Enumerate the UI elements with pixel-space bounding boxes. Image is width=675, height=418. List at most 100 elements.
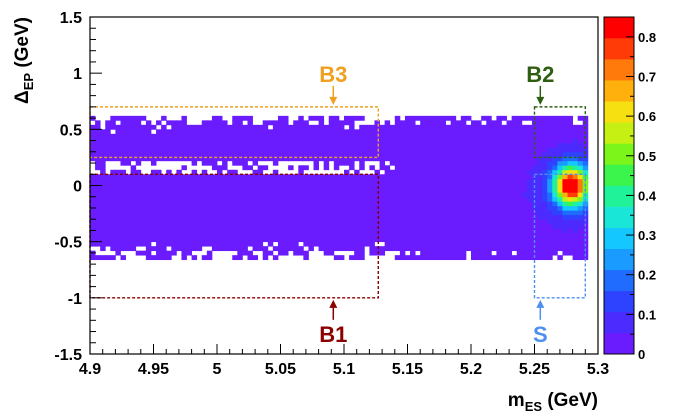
heatmap-cell xyxy=(135,201,142,207)
heatmap-cell xyxy=(211,237,218,243)
heatmap-cell xyxy=(389,237,396,243)
heatmap-cell xyxy=(186,192,192,198)
heatmap-cell xyxy=(526,214,533,220)
heatmap-cell xyxy=(460,250,467,256)
heatmap-cell xyxy=(465,138,472,144)
heatmap-cell xyxy=(115,228,121,234)
heatmap-cell xyxy=(420,196,426,202)
heatmap-cell xyxy=(364,151,370,157)
heatmap-cell xyxy=(547,178,553,184)
heatmap-cell xyxy=(247,174,253,180)
heatmap-cell xyxy=(150,196,157,202)
heatmap-cell xyxy=(476,183,482,189)
heatmap-cell xyxy=(430,250,436,256)
heatmap-cell xyxy=(344,237,350,243)
heatmap-cell xyxy=(140,115,147,121)
heatmap-cell xyxy=(394,151,401,157)
heatmap-cell xyxy=(333,223,340,229)
y-axis-title: ΔEP (GeV) xyxy=(12,17,36,104)
heatmap-cell xyxy=(394,174,401,180)
heatmap-cell xyxy=(455,183,462,189)
heatmap-cell xyxy=(150,223,157,229)
heatmap-cell xyxy=(496,237,502,243)
heatmap-cell xyxy=(445,205,452,211)
heatmap-cell xyxy=(359,228,365,234)
heatmap-cell xyxy=(105,214,111,220)
heatmap-cell xyxy=(100,156,106,162)
heatmap-cell xyxy=(521,183,528,189)
heatmap-cell xyxy=(384,124,391,130)
heatmap-cell xyxy=(211,138,218,144)
heatmap-cell xyxy=(420,183,426,189)
heatmap-cell xyxy=(349,246,355,252)
heatmap-cell xyxy=(120,169,126,175)
heatmap-cell xyxy=(481,237,487,243)
heatmap-cell xyxy=(161,201,167,207)
heatmap-cell xyxy=(399,183,406,189)
heatmap-cell xyxy=(298,129,304,135)
heatmap-cell xyxy=(542,174,548,180)
heatmap-cell xyxy=(547,219,553,225)
heatmap-cell xyxy=(364,124,370,130)
heatmap-cell xyxy=(369,228,375,234)
heatmap-cell xyxy=(156,228,162,234)
heatmap-cell xyxy=(252,160,259,166)
heatmap-cell xyxy=(369,246,375,252)
heatmap-cell xyxy=(328,129,335,135)
heatmap-cell xyxy=(262,237,269,243)
heatmap-cell xyxy=(105,142,111,148)
heatmap-cell xyxy=(125,214,132,220)
heatmap-cell xyxy=(344,219,350,225)
heatmap-cell xyxy=(95,237,101,243)
heatmap-cell xyxy=(150,124,157,130)
heatmap-cell xyxy=(262,124,269,130)
heatmap-cell xyxy=(491,147,497,153)
heatmap-cell xyxy=(272,138,279,144)
heatmap-cell xyxy=(196,147,203,153)
heatmap-cell xyxy=(227,178,233,184)
heatmap-cell xyxy=(120,142,126,148)
heatmap-cell xyxy=(572,237,579,243)
heatmap-cell xyxy=(526,219,533,225)
heatmap-cell xyxy=(344,205,350,211)
heatmap-cell xyxy=(379,232,386,238)
heatmap-cell xyxy=(465,219,472,225)
heatmap-cell xyxy=(394,178,401,184)
heatmap-cell xyxy=(359,205,365,211)
heatmap-cell xyxy=(526,178,533,184)
heatmap-cell xyxy=(237,246,243,252)
heatmap-cell xyxy=(140,142,147,148)
heatmap-cell xyxy=(435,151,441,157)
heatmap-cell xyxy=(247,228,253,234)
heatmap-cell xyxy=(211,151,218,157)
heatmap-cell xyxy=(110,169,116,175)
heatmap-cell xyxy=(582,205,589,211)
heatmap-cell xyxy=(196,138,203,144)
heatmap-cell xyxy=(374,205,380,211)
heatmap-cell xyxy=(176,219,182,225)
heatmap-cell xyxy=(516,129,523,135)
heatmap-cell xyxy=(374,237,380,243)
heatmap-cell xyxy=(130,246,137,252)
heatmap-cell xyxy=(557,205,563,211)
heatmap-cell xyxy=(201,174,208,180)
heatmap-cell xyxy=(537,255,543,261)
region-arrowhead xyxy=(329,299,338,308)
heatmap-cell xyxy=(404,147,411,153)
heatmap-cell xyxy=(425,174,431,180)
heatmap-cell xyxy=(354,169,360,175)
heatmap-cell xyxy=(115,237,121,243)
heatmap-cell xyxy=(222,147,228,153)
heatmap-cell xyxy=(369,250,375,256)
heatmap-cell xyxy=(130,214,137,220)
heatmap-cell xyxy=(191,237,198,243)
heatmap-cell xyxy=(338,232,345,238)
heatmap-cell xyxy=(303,250,309,256)
heatmap-cell xyxy=(262,147,269,153)
heatmap-cell xyxy=(440,246,446,252)
heatmap-cell xyxy=(201,232,208,238)
heatmap-cell xyxy=(562,124,568,130)
heatmap-cell xyxy=(491,124,497,130)
heatmap-cell xyxy=(115,241,121,247)
heatmap-cell xyxy=(394,133,401,139)
